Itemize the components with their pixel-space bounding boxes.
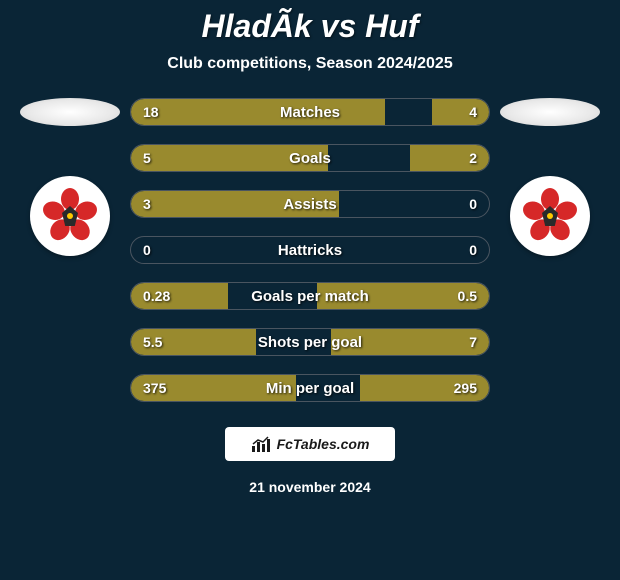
stat-label: Matches: [280, 104, 340, 121]
stat-label: Min per goal: [266, 380, 354, 397]
stat-row: 375 Min per goal 295: [130, 374, 490, 402]
stat-bar-right: [432, 99, 489, 125]
stat-value-right: 7: [469, 334, 477, 350]
stat-row: 0 Hattricks 0: [130, 236, 490, 264]
stat-label: Goals: [289, 150, 331, 167]
stat-bar-right: [410, 145, 489, 171]
stat-row: 0.28 Goals per match 0.5: [130, 282, 490, 310]
team-badge-right: [510, 176, 590, 256]
stat-value-right: 4: [469, 104, 477, 120]
stat-value-left: 18: [143, 104, 159, 120]
comparison-title: HladÃ­k vs Huf: [0, 8, 620, 45]
stat-value-right: 0: [469, 196, 477, 212]
stat-value-right: 0: [469, 242, 477, 258]
stat-row: 18 Matches 4: [130, 98, 490, 126]
stat-value-right: 0.5: [458, 288, 477, 304]
stat-value-left: 5.5: [143, 334, 162, 350]
stat-bar-left: [131, 99, 385, 125]
stat-row: 5.5 Shots per goal 7: [130, 328, 490, 356]
player-left-column: [20, 98, 120, 256]
stat-value-left: 0: [143, 242, 151, 258]
player-right-placeholder: [500, 98, 600, 126]
stat-row: 5 Goals 2: [130, 144, 490, 172]
stat-label: Goals per match: [251, 288, 369, 305]
brand-chart-icon: [251, 436, 271, 452]
comparison-subtitle: Club competitions, Season 2024/2025: [0, 55, 620, 73]
player-right-column: [500, 98, 600, 256]
player-left-placeholder: [20, 98, 120, 126]
brand-footer: FcTables.com: [225, 427, 395, 461]
stat-label: Assists: [283, 196, 336, 213]
footer-date: 21 november 2024: [0, 479, 620, 495]
stat-label: Hattricks: [278, 242, 342, 259]
stat-value-left: 3: [143, 196, 151, 212]
stat-label: Shots per goal: [258, 334, 362, 351]
comparison-content: 18 Matches 4 5 Goals 2 3 Assists 0 0 Hattricks 0 0.2…: [0, 98, 620, 402]
stats-column: 18 Matches 4 5 Goals 2 3 Assists 0 0 Hattricks 0 0.2…: [130, 98, 490, 402]
stat-value-left: 0.28: [143, 288, 170, 304]
stat-row: 3 Assists 0: [130, 190, 490, 218]
stat-value-left: 375: [143, 380, 166, 396]
brand-text: FcTables.com: [277, 436, 370, 452]
team-badge-left: [30, 176, 110, 256]
stat-value-left: 5: [143, 150, 151, 166]
stat-value-right: 2: [469, 150, 477, 166]
stat-value-right: 295: [454, 380, 477, 396]
